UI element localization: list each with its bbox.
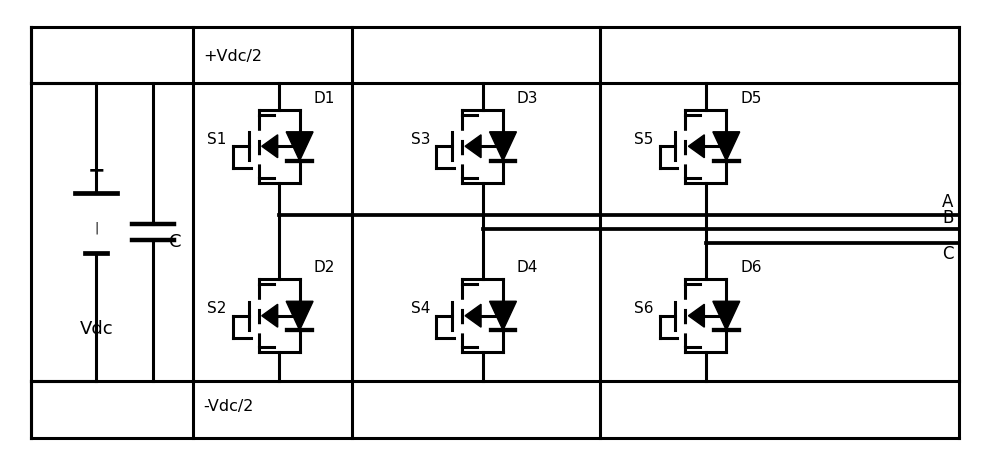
Polygon shape	[713, 301, 740, 330]
Polygon shape	[262, 135, 278, 158]
Text: -Vdc/2: -Vdc/2	[203, 399, 253, 414]
Polygon shape	[490, 132, 516, 161]
Text: D4: D4	[517, 260, 538, 276]
Polygon shape	[465, 135, 481, 158]
Polygon shape	[713, 132, 740, 161]
Text: S2: S2	[207, 301, 227, 316]
Polygon shape	[262, 304, 278, 327]
Text: +: +	[87, 161, 105, 181]
Text: A: A	[942, 193, 954, 211]
Text: |: |	[94, 221, 98, 235]
Text: B: B	[942, 209, 954, 227]
Text: C: C	[169, 233, 182, 251]
Text: S6: S6	[634, 301, 654, 316]
Text: D6: D6	[740, 260, 762, 276]
Polygon shape	[688, 135, 704, 158]
Text: S5: S5	[634, 132, 654, 147]
Polygon shape	[688, 304, 704, 327]
Text: +Vdc/2: +Vdc/2	[203, 49, 262, 64]
Text: D3: D3	[517, 91, 538, 106]
Polygon shape	[286, 301, 313, 330]
Polygon shape	[286, 132, 313, 161]
Polygon shape	[465, 304, 481, 327]
Text: S4: S4	[411, 301, 430, 316]
Text: D2: D2	[314, 260, 335, 276]
Text: Vdc: Vdc	[79, 320, 113, 338]
Polygon shape	[490, 301, 516, 330]
Text: S3: S3	[411, 132, 430, 147]
Text: S1: S1	[207, 132, 227, 147]
Text: C: C	[942, 245, 954, 263]
Text: D5: D5	[740, 91, 762, 106]
Text: D1: D1	[314, 91, 335, 106]
